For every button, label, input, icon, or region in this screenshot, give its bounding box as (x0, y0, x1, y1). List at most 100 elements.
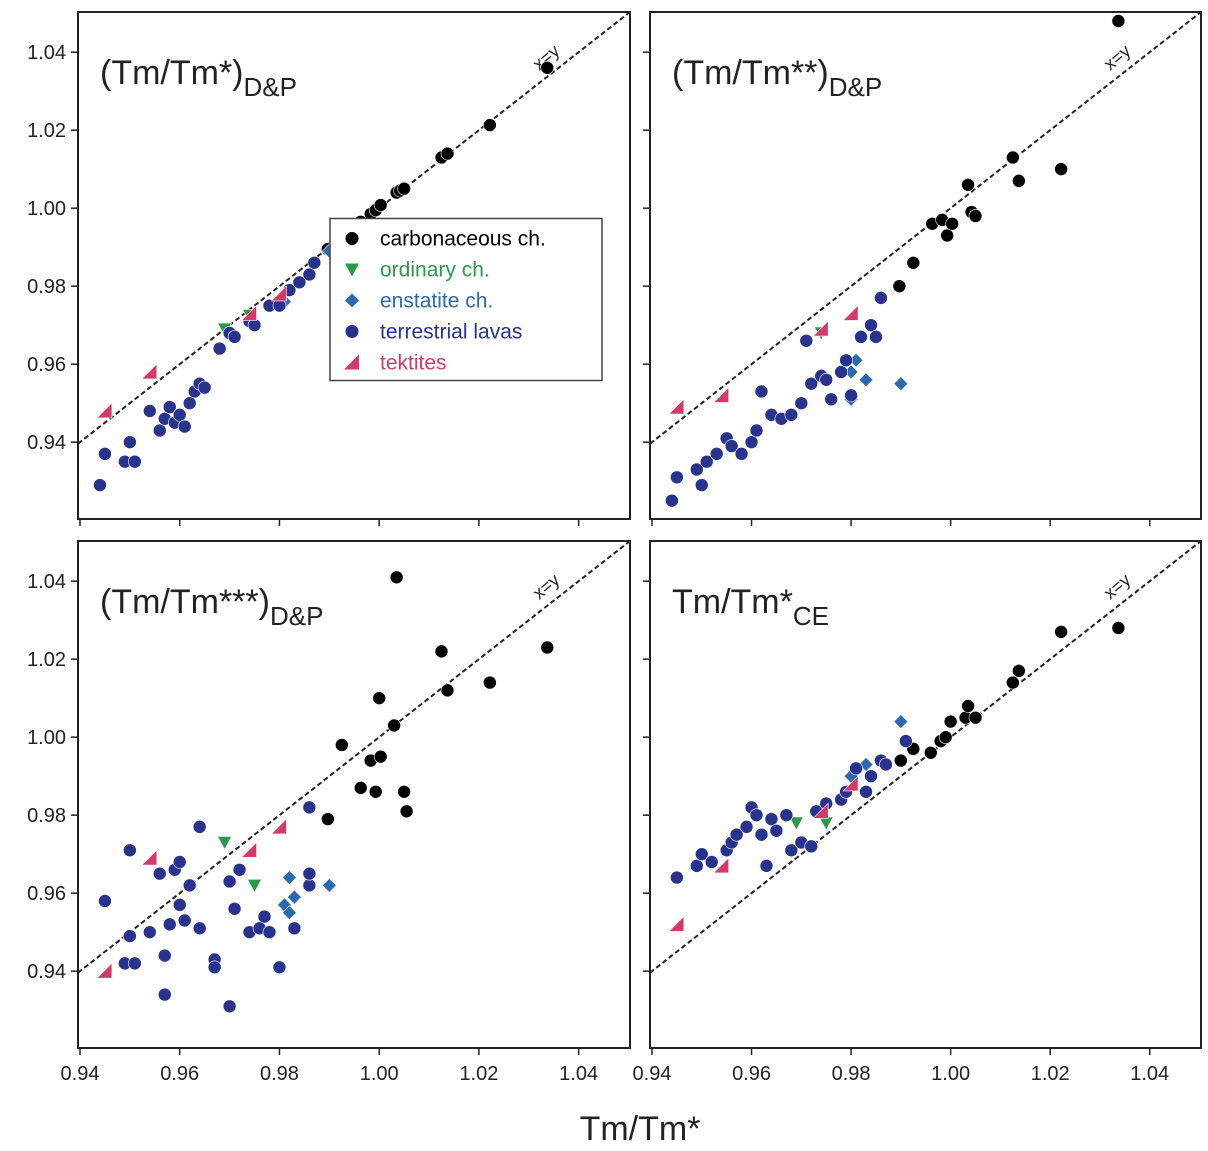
plot-frame (77, 11, 631, 520)
point (257, 909, 272, 924)
plot-frame (649, 540, 1202, 1049)
point (227, 330, 242, 344)
point (272, 960, 287, 975)
point (938, 730, 953, 744)
point (754, 827, 769, 842)
point (818, 816, 834, 831)
point (434, 644, 449, 659)
point (854, 330, 868, 344)
point (143, 925, 157, 939)
point (172, 898, 187, 912)
point (123, 435, 137, 449)
point (694, 847, 709, 861)
point (794, 396, 809, 410)
point (286, 889, 302, 905)
point (1006, 150, 1020, 165)
point (123, 929, 137, 943)
point (689, 859, 704, 873)
y-tick-label: 0.98 (27, 805, 66, 827)
legend-marker (344, 354, 359, 370)
point (764, 812, 779, 826)
point (1006, 675, 1020, 690)
point (1111, 14, 1126, 28)
point (270, 285, 287, 302)
x-tick-label: 0.96 (160, 1063, 199, 1085)
panel-title-main: Tm/Tm* (672, 583, 793, 621)
point (712, 386, 729, 403)
x-tick-label: 0.94 (633, 1063, 672, 1085)
panel-title: (Tm/Tm**)D&P (672, 54, 882, 102)
point (192, 820, 207, 834)
point (292, 275, 307, 290)
y-tick-label: 1.00 (27, 727, 66, 749)
point (302, 267, 317, 282)
point (123, 843, 137, 858)
point (98, 894, 112, 908)
point (373, 198, 388, 212)
point (373, 749, 388, 764)
plot-frame (649, 11, 1202, 520)
point (247, 879, 263, 894)
point (759, 859, 774, 873)
point (177, 913, 192, 928)
point (834, 365, 848, 379)
point (152, 866, 167, 881)
y-tick-label: 0.96 (27, 883, 66, 905)
y-tick-label: 1.04 (27, 42, 66, 64)
point (270, 818, 287, 835)
point (321, 877, 337, 893)
point (368, 784, 383, 799)
point (864, 769, 878, 783)
point (961, 177, 975, 192)
point (227, 901, 242, 916)
point (212, 341, 227, 356)
point (961, 699, 975, 713)
y-tick-label: 1.02 (27, 649, 66, 671)
legend-marker (345, 325, 359, 338)
point (222, 874, 237, 889)
x-tick-label: 1.04 (1130, 1063, 1169, 1085)
point (157, 948, 172, 963)
point (712, 857, 729, 874)
point (874, 291, 888, 305)
point (804, 376, 819, 391)
point (141, 849, 158, 866)
point (182, 396, 197, 410)
panel: 0.94 0.96 0.98 1.00 1.02 1.04 0.94 0.96 0.98 1.00… (27, 540, 631, 1085)
point (899, 734, 913, 748)
point (819, 372, 834, 387)
point (1012, 174, 1026, 188)
point (93, 478, 107, 492)
point (141, 363, 158, 380)
point (812, 320, 829, 337)
point (282, 870, 297, 885)
point (302, 878, 317, 893)
point (729, 827, 744, 842)
legend-label: terrestrial lavas (380, 321, 522, 344)
legend-box (329, 217, 603, 382)
point (440, 146, 455, 161)
point (734, 447, 749, 461)
identity-line (649, 11, 1202, 445)
point (1054, 625, 1068, 639)
y-tick-label: 1.02 (27, 120, 66, 142)
point (217, 836, 233, 851)
point (769, 823, 784, 838)
panel-title-main: (Tm/Tm**) (672, 54, 829, 92)
point (893, 376, 909, 392)
point (668, 915, 685, 932)
point (334, 738, 349, 752)
point (749, 808, 764, 822)
legend-label: enstatite ch. (380, 290, 493, 313)
point (262, 925, 277, 939)
point (172, 408, 187, 422)
x-tick-label: 0.98 (260, 1063, 299, 1085)
point (812, 802, 829, 819)
x-tick-label: 1.02 (459, 1063, 498, 1085)
point (177, 419, 192, 434)
legend-marker (345, 263, 359, 277)
point (372, 691, 386, 705)
point (1012, 664, 1026, 678)
point (670, 870, 684, 885)
y-tick-label: 1.04 (27, 571, 66, 593)
